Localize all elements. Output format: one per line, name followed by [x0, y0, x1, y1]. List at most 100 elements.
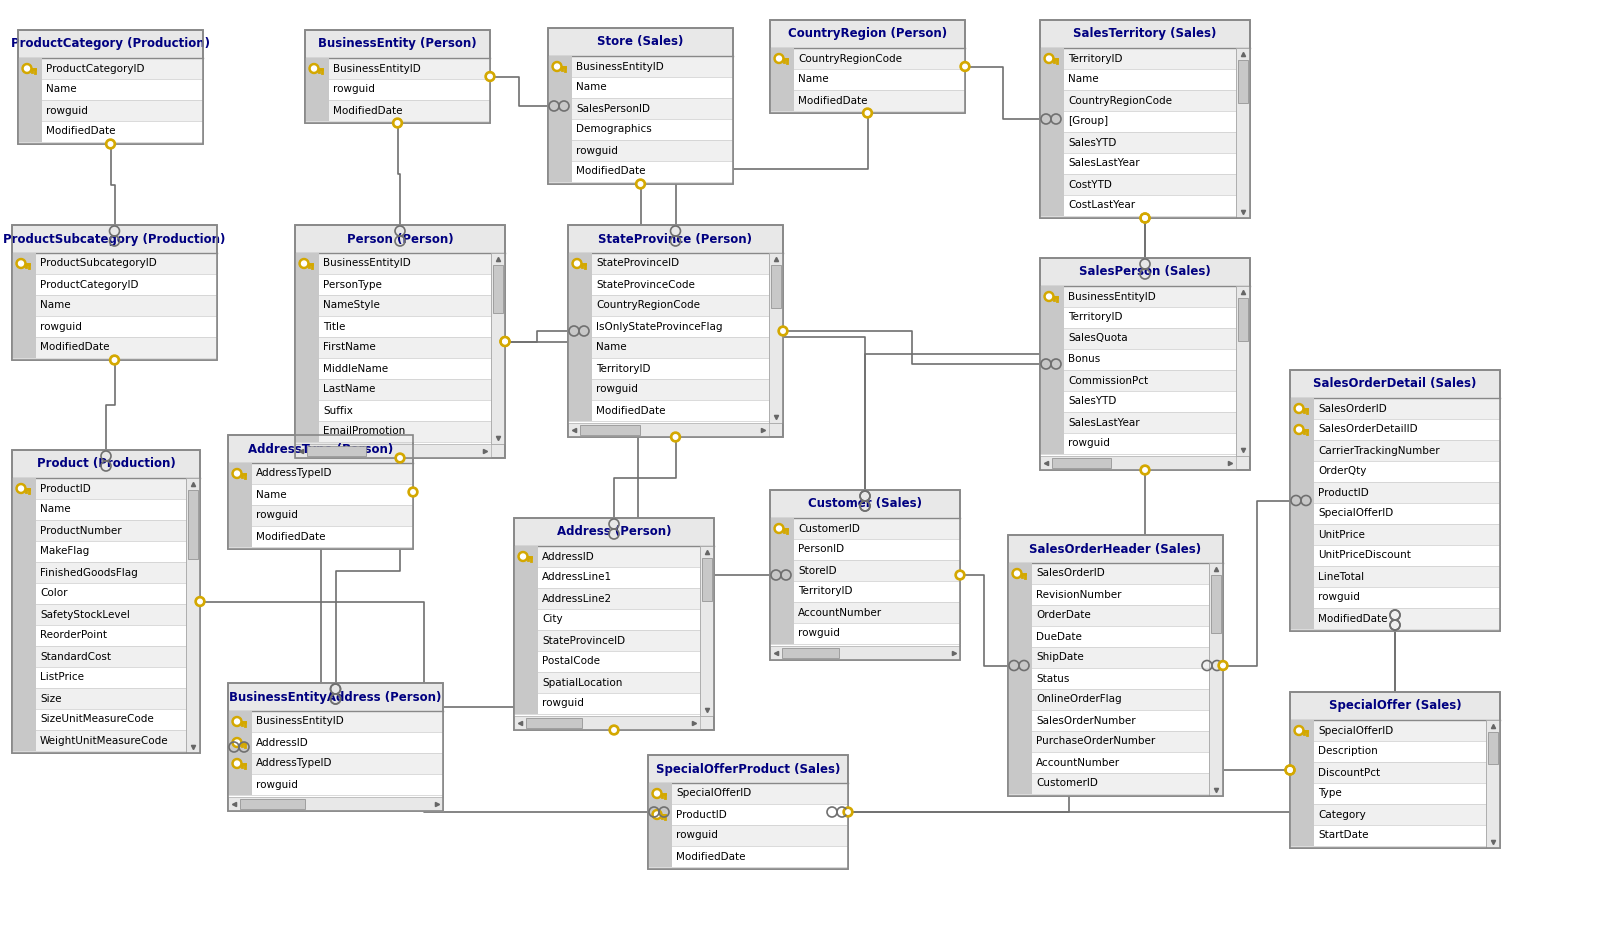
Bar	[770, 69, 794, 90]
Bar	[568, 253, 769, 437]
Bar	[770, 560, 794, 581]
Bar	[295, 400, 319, 421]
Text: City: City	[542, 614, 563, 625]
Bar	[11, 604, 35, 625]
Bar	[11, 253, 217, 360]
Text: ProductID: ProductID	[676, 809, 727, 820]
Bar	[1051, 458, 1111, 468]
Bar	[700, 546, 714, 716]
Bar	[1040, 132, 1236, 153]
Text: rowguid: rowguid	[576, 146, 618, 156]
Circle shape	[778, 326, 788, 336]
Bar	[307, 446, 366, 456]
Circle shape	[24, 66, 29, 71]
Bar	[1040, 195, 1236, 216]
Text: SalesQuota: SalesQuota	[1067, 334, 1128, 343]
Bar	[648, 804, 847, 825]
Text: Description: Description	[1318, 747, 1377, 756]
Bar	[11, 478, 186, 499]
Bar	[228, 732, 252, 753]
Bar	[568, 379, 592, 400]
Bar	[1040, 48, 1236, 69]
Bar	[295, 444, 491, 458]
Circle shape	[398, 456, 403, 460]
Circle shape	[109, 355, 119, 365]
Bar	[305, 58, 490, 123]
Bar	[1008, 535, 1223, 796]
Bar	[11, 541, 35, 562]
Bar	[1008, 710, 1209, 731]
Bar	[568, 295, 592, 316]
Circle shape	[310, 64, 319, 73]
Text: SalesPersonID: SalesPersonID	[576, 104, 650, 113]
Text: Name: Name	[257, 490, 287, 499]
Bar	[1040, 307, 1236, 328]
Bar	[11, 646, 35, 667]
Bar	[11, 562, 186, 583]
Circle shape	[194, 596, 205, 607]
Circle shape	[408, 487, 417, 497]
Text: Status: Status	[1035, 673, 1069, 684]
Bar	[18, 79, 202, 100]
Bar	[1040, 391, 1064, 412]
Bar	[547, 56, 733, 184]
Circle shape	[501, 337, 510, 346]
Bar	[295, 316, 319, 337]
Bar	[1040, 174, 1236, 195]
Bar	[1040, 20, 1250, 218]
Text: FinishedGoodsFlag: FinishedGoodsFlag	[40, 568, 138, 577]
Bar	[18, 58, 202, 144]
Circle shape	[1143, 216, 1148, 221]
Text: Name: Name	[798, 74, 828, 85]
Bar	[1290, 419, 1314, 440]
Bar	[1290, 608, 1314, 629]
Circle shape	[1140, 213, 1151, 223]
Bar	[1008, 668, 1032, 689]
Bar	[1040, 349, 1236, 370]
Bar	[228, 753, 252, 774]
Text: StateProvinceCode: StateProvinceCode	[595, 280, 695, 289]
Text: TerritoryID: TerritoryID	[1067, 53, 1122, 64]
Bar	[11, 625, 186, 646]
Circle shape	[233, 716, 242, 727]
Text: ModifiedDate: ModifiedDate	[257, 532, 326, 541]
Circle shape	[958, 573, 963, 577]
Bar	[295, 253, 491, 458]
Text: ModifiedDate: ModifiedDate	[576, 166, 645, 177]
Text: ProductSubcategory (Production): ProductSubcategory (Production)	[3, 232, 226, 245]
Bar	[1008, 731, 1209, 752]
Bar	[228, 753, 443, 774]
Text: AccountNumber: AccountNumber	[1035, 758, 1120, 767]
Text: Name: Name	[595, 342, 626, 353]
Bar	[770, 518, 794, 539]
Bar	[186, 478, 201, 753]
Circle shape	[780, 329, 785, 333]
Bar	[1290, 482, 1314, 503]
Bar	[514, 588, 538, 609]
Bar	[295, 295, 491, 316]
Bar	[295, 295, 319, 316]
Text: SalesTerritory (Sales): SalesTerritory (Sales)	[1074, 28, 1217, 41]
Bar	[295, 337, 319, 358]
Text: Bonus: Bonus	[1067, 355, 1101, 364]
Text: UnitPriceDiscount: UnitPriceDiscount	[1318, 551, 1411, 560]
Bar	[568, 358, 769, 379]
Text: ProductID: ProductID	[1318, 488, 1369, 497]
Bar	[782, 648, 839, 658]
Circle shape	[1287, 767, 1292, 772]
Text: StartDate: StartDate	[1318, 830, 1369, 841]
Bar	[295, 358, 319, 379]
Bar	[770, 539, 794, 560]
Bar	[18, 100, 202, 121]
Bar	[11, 478, 35, 499]
Circle shape	[960, 62, 969, 71]
Bar	[1236, 286, 1250, 456]
Bar	[514, 716, 700, 730]
Text: ProductCategoryID: ProductCategoryID	[47, 64, 144, 73]
Text: PersonType: PersonType	[323, 280, 382, 289]
Bar	[770, 602, 794, 623]
Bar	[568, 225, 783, 437]
Circle shape	[197, 599, 202, 604]
Bar	[1040, 349, 1064, 370]
Bar	[1290, 720, 1486, 741]
